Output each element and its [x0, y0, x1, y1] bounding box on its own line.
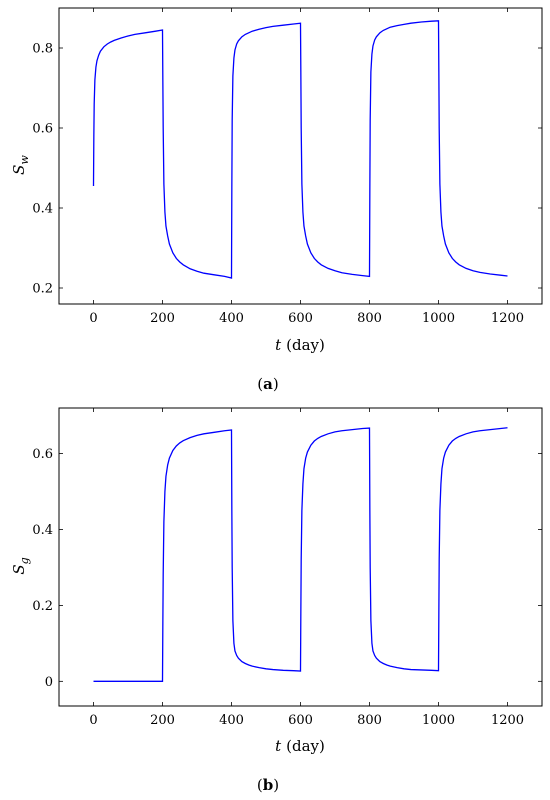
y-tick-label: 0.2	[32, 599, 53, 614]
y-tick-label: 0.2	[32, 282, 53, 297]
y-tick-label: 0.8	[32, 42, 53, 57]
x-tick-label: 200	[150, 713, 175, 728]
y-axis-label: Sg	[10, 557, 31, 574]
chart-panel-a: 0 200 400 600 800 1000 1200 0.2 0.4 0.6 0.8 t (day…	[10, 7, 543, 393]
x-axis-label: t (day)	[275, 336, 325, 354]
x-tick-label: 200	[150, 311, 175, 326]
chart-panel-b: 0 200 400 600 800 1000 1200 00.20.40.6 t (day) …	[10, 407, 543, 794]
caption-a: (a)	[257, 375, 278, 393]
x-tick-label: 0	[89, 311, 97, 326]
y-axis-label: Sw	[10, 155, 31, 175]
caption-b: (b)	[257, 776, 279, 794]
x-tick-label: 600	[288, 713, 313, 728]
y-axis: 0.2 0.4 0.6 0.8	[32, 42, 542, 297]
x-tick-label: 800	[357, 713, 382, 728]
x-tick-label: 1200	[491, 311, 524, 326]
series-line-sg	[93, 427, 508, 682]
x-axis: 0 200 400 600 800 1000 1200	[89, 408, 524, 728]
x-axis: 0 200 400 600 800 1000 1200	[89, 8, 524, 326]
y-tick-label: 0.6	[32, 122, 53, 137]
x-tick-label: 1000	[422, 311, 455, 326]
x-tick-label: 1000	[422, 713, 455, 728]
x-tick-label: 800	[357, 311, 382, 326]
x-tick-label: 600	[288, 311, 313, 326]
y-tick-label: 0	[45, 675, 53, 690]
y-tick-label: 0.4	[32, 523, 53, 538]
y-axis: 0 0.2 0.4 0.6	[32, 447, 542, 690]
x-axis-label: t (day)	[275, 737, 325, 755]
x-tick-label: 0	[89, 713, 97, 728]
x-tick-label: 400	[219, 713, 244, 728]
series-line-sw	[92, 20, 508, 279]
x-tick-label: 1200	[491, 713, 524, 728]
x-tick-label: 400	[219, 311, 244, 326]
y-tick-label: 0.6	[32, 447, 53, 462]
y-tick-label: 0.4	[32, 202, 53, 217]
